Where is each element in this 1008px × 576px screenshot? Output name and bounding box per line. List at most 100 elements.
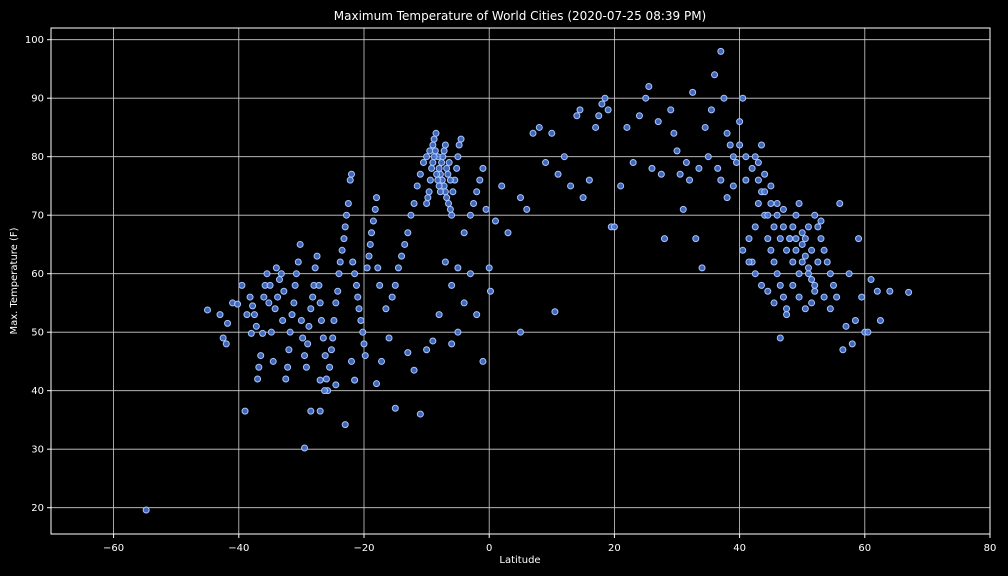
data-point (404, 229, 412, 237)
data-point (773, 211, 781, 219)
data-points (142, 47, 913, 514)
data-point (779, 205, 787, 213)
data-point (435, 164, 443, 172)
y-tick-label: 80 (31, 152, 44, 163)
data-point (814, 258, 822, 266)
data-point (216, 311, 224, 319)
data-point (723, 129, 731, 137)
data-point (319, 334, 327, 342)
data-point (316, 407, 324, 415)
data-point (820, 246, 828, 254)
data-point (407, 211, 415, 219)
data-point (804, 270, 812, 278)
data-point (745, 235, 753, 243)
data-point (279, 316, 287, 324)
data-point (679, 205, 687, 213)
data-point (814, 223, 822, 231)
y-tick-label: 30 (31, 445, 44, 456)
y-tick-label: 60 (31, 269, 44, 280)
data-point (535, 123, 543, 131)
data-point (285, 346, 293, 354)
data-point (548, 129, 556, 137)
data-point (767, 182, 775, 190)
data-point (635, 112, 643, 120)
data-point (263, 270, 271, 278)
data-point (776, 281, 784, 289)
y-tick-label: 20 (31, 503, 44, 514)
data-point (729, 182, 737, 190)
data-point (455, 141, 463, 149)
data-point (573, 112, 581, 120)
x-axis-label: Latitude (499, 555, 540, 566)
data-point (598, 100, 606, 108)
data-point (430, 135, 438, 143)
data-point (315, 281, 323, 289)
data-point (260, 293, 268, 301)
data-point (479, 164, 487, 172)
data-point (142, 506, 150, 514)
data-point (826, 270, 834, 278)
data-point (560, 153, 568, 161)
data-point (736, 141, 744, 149)
data-point (336, 258, 344, 266)
data-point (789, 258, 797, 266)
data-point (642, 94, 650, 102)
data-point (431, 147, 439, 155)
data-point (786, 235, 794, 243)
data-point (435, 311, 443, 319)
data-point (795, 293, 803, 301)
data-point (657, 170, 665, 178)
data-point (764, 211, 772, 219)
y-tick-label: 100 (25, 35, 44, 46)
data-point (676, 170, 684, 178)
data-point (717, 176, 725, 184)
data-point (448, 340, 456, 348)
data-point (667, 106, 675, 114)
data-point (441, 258, 449, 266)
data-point (654, 118, 662, 126)
data-point (204, 306, 211, 314)
data-point (368, 229, 376, 237)
data-point (811, 211, 819, 219)
data-point (234, 300, 242, 308)
data-point (776, 235, 784, 243)
data-point (758, 281, 766, 289)
data-point (361, 352, 369, 360)
data-point (365, 252, 373, 260)
data-point (479, 357, 487, 365)
data-point (404, 349, 412, 357)
data-point (444, 170, 452, 178)
data-point (425, 188, 433, 196)
data-point (473, 188, 481, 196)
data-point (304, 340, 312, 348)
data-point (299, 334, 307, 342)
data-point (269, 357, 277, 365)
data-point (376, 281, 384, 289)
data-point (695, 164, 703, 172)
data-point (779, 293, 787, 301)
data-point (848, 340, 856, 348)
data-point (504, 229, 512, 237)
data-point (811, 281, 819, 289)
data-point (529, 129, 537, 137)
x-tick-label: 80 (984, 543, 997, 554)
data-point (792, 235, 800, 243)
chart-title: Maximum Temperature of World Cities (202… (334, 9, 706, 23)
data-point (246, 293, 254, 301)
data-point (764, 287, 772, 295)
data-point (601, 94, 609, 102)
data-point (266, 281, 274, 289)
x-tick-label: −60 (103, 543, 124, 554)
data-point (309, 293, 317, 301)
data-point (482, 205, 490, 213)
data-point (826, 305, 834, 313)
data-point (567, 182, 575, 190)
data-point (751, 223, 759, 231)
data-point (374, 264, 382, 272)
data-point (770, 223, 778, 231)
data-point (342, 211, 350, 219)
data-point (349, 258, 357, 266)
data-point (373, 380, 381, 388)
data-point (851, 316, 859, 324)
data-point (302, 363, 310, 371)
